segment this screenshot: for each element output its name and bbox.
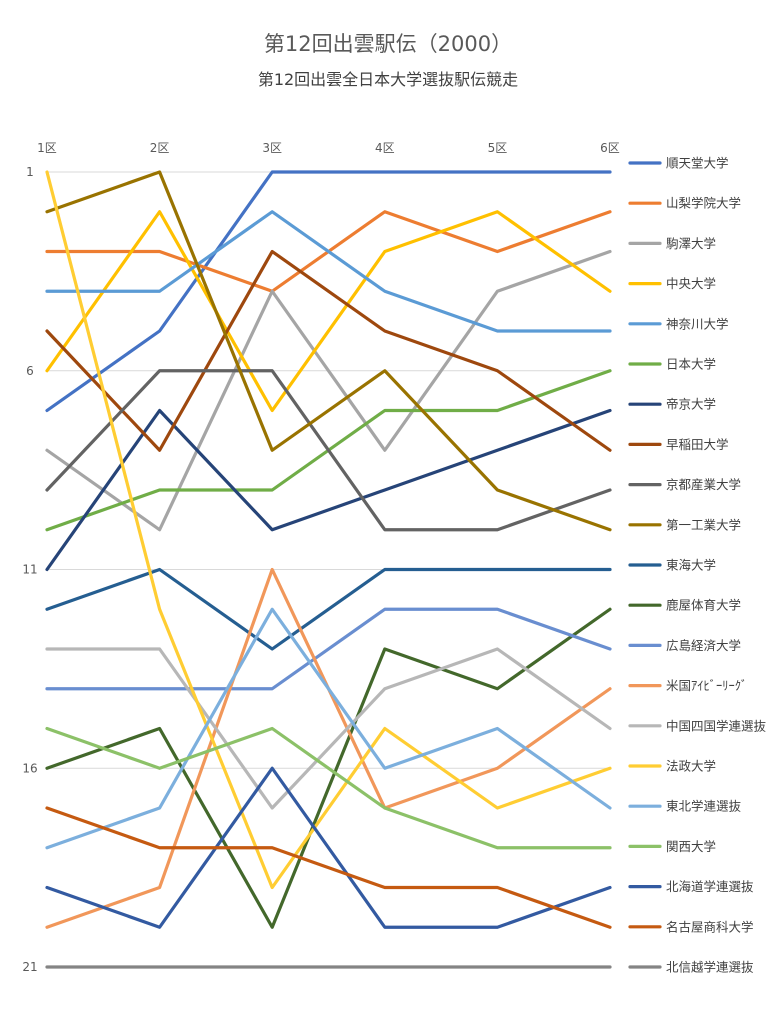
series-line-5 xyxy=(45,210,612,333)
legend-item: 北信越学連選抜 xyxy=(628,960,754,975)
legend-item: 中国四国学連選抜 xyxy=(628,718,767,733)
legend-label: 神奈川大学 xyxy=(666,316,729,331)
legend-label: 京都産業大学 xyxy=(666,477,741,492)
legend-label: 関西大学 xyxy=(666,839,716,854)
legend-label: 北海道学連選抜 xyxy=(666,879,754,894)
x-axis-tick-labels: 1区 2区 3区 4区 5区 6区 xyxy=(37,141,620,155)
y-tick-label: 1 xyxy=(26,165,34,179)
legend-label: 山梨学院大学 xyxy=(666,196,741,211)
legend-item: 法政大学 xyxy=(628,759,716,774)
chart-title: 第12回出雲駅伝（2000） xyxy=(263,32,513,56)
legend-item: 東北学連選抜 xyxy=(628,799,742,814)
legend-item: 米国ｱｲﾋﾞｰﾘｰｸﾞ xyxy=(628,678,747,693)
chart-subtitle: 第12回出雲全日本大学選抜駅伝競走 xyxy=(257,70,519,89)
series-line-4 xyxy=(45,210,612,413)
y-tick-label: 6 xyxy=(26,364,34,378)
x-tick-label: 1区 xyxy=(37,141,57,155)
series-line-8 xyxy=(45,249,612,452)
legend-item: 名古屋商科大学 xyxy=(628,919,754,934)
legend-label: 日本大学 xyxy=(666,357,716,372)
x-tick-label: 5区 xyxy=(488,141,508,155)
x-tick-label: 2区 xyxy=(150,141,170,155)
series-line-7 xyxy=(45,408,612,572)
x-tick-label: 6区 xyxy=(600,141,620,155)
y-tick-label: 11 xyxy=(22,563,37,577)
legend-label: 駒澤大学 xyxy=(666,236,716,251)
legend-label: 米国ｱｲﾋﾞｰﾘｰｸﾞ xyxy=(666,678,747,693)
legend-item: 帝京大学 xyxy=(628,397,716,412)
legend-label: 東海大学 xyxy=(666,558,716,573)
legend-label: 広島経済大学 xyxy=(666,638,741,653)
legend-item: 早稲田大学 xyxy=(628,437,729,452)
legend-item: 日本大学 xyxy=(628,357,716,372)
legend-item: 東海大学 xyxy=(628,558,716,573)
legend-item: 中央大学 xyxy=(628,276,716,291)
legend-item: 広島経済大学 xyxy=(628,638,741,653)
legend-label: 名古屋商科大学 xyxy=(666,919,754,934)
legend-label: 順天堂大学 xyxy=(666,156,729,171)
series-line-1 xyxy=(45,170,612,413)
series-line-9 xyxy=(45,369,612,532)
y-tick-label: 16 xyxy=(22,761,37,775)
series-line-18 xyxy=(45,726,612,850)
series-line-19 xyxy=(45,766,612,929)
legend-label: 帝京大学 xyxy=(666,397,716,412)
series-line-20 xyxy=(45,806,612,929)
y-tick-label: 21 xyxy=(22,960,37,974)
series-line-12 xyxy=(45,607,612,929)
series-line-17 xyxy=(45,607,612,850)
x-tick-label: 3区 xyxy=(262,141,282,155)
series-line-13 xyxy=(45,607,612,691)
series-line-10 xyxy=(45,170,612,532)
legend-item: 神奈川大学 xyxy=(628,316,729,331)
series-line-15 xyxy=(45,647,612,810)
legend-item: 鹿屋体育大学 xyxy=(628,598,741,613)
series-line-3 xyxy=(45,249,612,532)
legend-label: 中央大学 xyxy=(666,276,716,291)
x-tick-label: 4区 xyxy=(375,141,395,155)
legend-label: 鹿屋体育大学 xyxy=(666,598,741,613)
legend-item: 北海道学連選抜 xyxy=(628,879,754,894)
legend-label: 北信越学連選抜 xyxy=(666,960,754,975)
legend-item: 駒澤大学 xyxy=(628,236,716,251)
legend-item: 関西大学 xyxy=(628,839,716,854)
legend-item: 第一工業大学 xyxy=(628,517,741,532)
legend-item: 順天堂大学 xyxy=(628,156,729,171)
legend-item: 京都産業大学 xyxy=(628,477,741,492)
legend-label: 中国四国学連選抜 xyxy=(666,718,767,733)
legend-item: 山梨学院大学 xyxy=(628,196,741,211)
series-line-11 xyxy=(45,567,612,651)
legend-label: 第一工業大学 xyxy=(666,517,741,532)
legend-label: 法政大学 xyxy=(666,759,716,774)
legend: 順天堂大学山梨学院大学駒澤大学中央大学神奈川大学日本大学帝京大学早稲田大学京都産… xyxy=(628,156,767,975)
series-lines xyxy=(45,170,612,969)
series-line-16 xyxy=(45,170,612,890)
legend-label: 東北学連選抜 xyxy=(666,799,742,814)
legend-label: 早稲田大学 xyxy=(666,437,729,452)
